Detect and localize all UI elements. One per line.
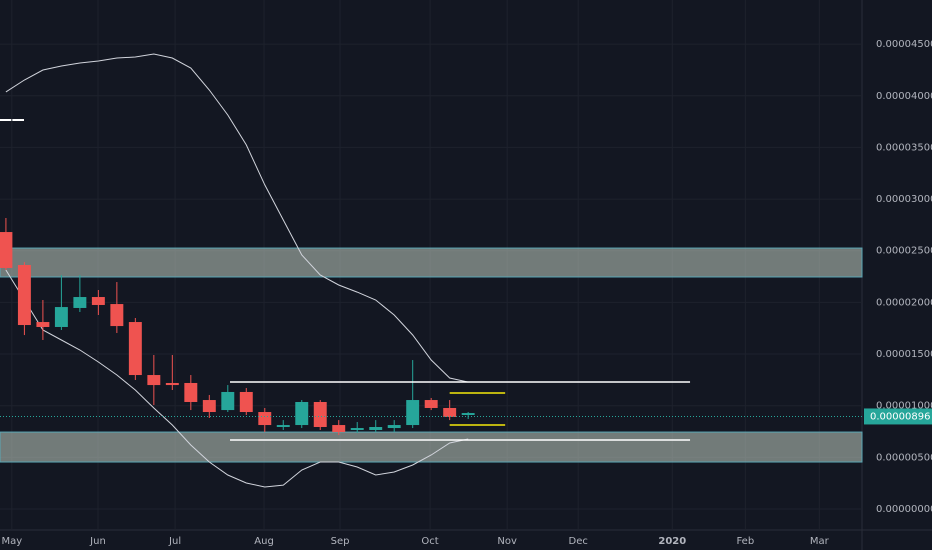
- candle-body: [128, 322, 142, 376]
- candle-body: [17, 265, 31, 326]
- y-tick-label: 0.00000500: [876, 452, 932, 463]
- x-tick-label: Oct: [421, 536, 438, 547]
- y-tick-label: 0.00004000: [876, 91, 932, 102]
- candle-body: [295, 401, 309, 426]
- candle-body: [147, 375, 161, 386]
- x-tick-label: Jul: [168, 536, 181, 547]
- candle-body: [369, 426, 383, 430]
- candle-body: [165, 382, 179, 386]
- candle-body: [110, 304, 124, 327]
- band-line: [5, 53, 469, 383]
- x-tick-label: Nov: [497, 536, 517, 547]
- candle-body: [387, 425, 401, 429]
- candle-body: [0, 232, 13, 268]
- y-tick-label: 0.00003000: [876, 194, 932, 205]
- last-price-label: 0.00000896: [870, 411, 930, 422]
- y-tick-label: 0.00002500: [876, 246, 932, 257]
- candle-body: [239, 391, 253, 413]
- candle-body: [54, 307, 68, 327]
- candle-body: [406, 400, 420, 426]
- candle-body: [221, 391, 235, 411]
- candle-body: [313, 401, 327, 427]
- zone: [0, 431, 863, 463]
- candle-body: [73, 297, 87, 308]
- y-tick-label: 0.00000000: [876, 504, 932, 515]
- candle-body: [332, 425, 346, 433]
- x-tick-label: Dec: [569, 536, 588, 547]
- zone: [0, 247, 863, 278]
- candle-body: [91, 297, 105, 305]
- y-tick-label: 0.00001000: [876, 401, 932, 412]
- candle-body: [350, 428, 364, 430]
- candle-body: [202, 400, 216, 413]
- x-tick-label: 2020: [658, 536, 686, 547]
- x-tick-label: May: [1, 536, 22, 547]
- y-tick-label: 0.00001500: [876, 349, 932, 360]
- candle-body: [36, 322, 50, 327]
- candle-body: [258, 412, 272, 426]
- candle-body: [184, 382, 198, 402]
- x-tick-label: Sep: [331, 536, 350, 547]
- band-line: [5, 269, 469, 488]
- y-tick-label: 0.00004500: [876, 39, 932, 50]
- x-tick-label: Feb: [736, 536, 754, 547]
- candle-body: [424, 400, 438, 408]
- x-tick-label: Mar: [810, 536, 830, 547]
- candle-body: [443, 407, 457, 417]
- y-tick-label: 0.00002000: [876, 297, 932, 308]
- candle-body: [461, 413, 475, 416]
- last-price-box: [864, 408, 932, 425]
- x-tick-label: Aug: [254, 536, 274, 547]
- candle-body: [276, 425, 290, 427]
- y-tick-label: 0.00003500: [876, 142, 932, 153]
- x-tick-label: Jun: [89, 536, 106, 547]
